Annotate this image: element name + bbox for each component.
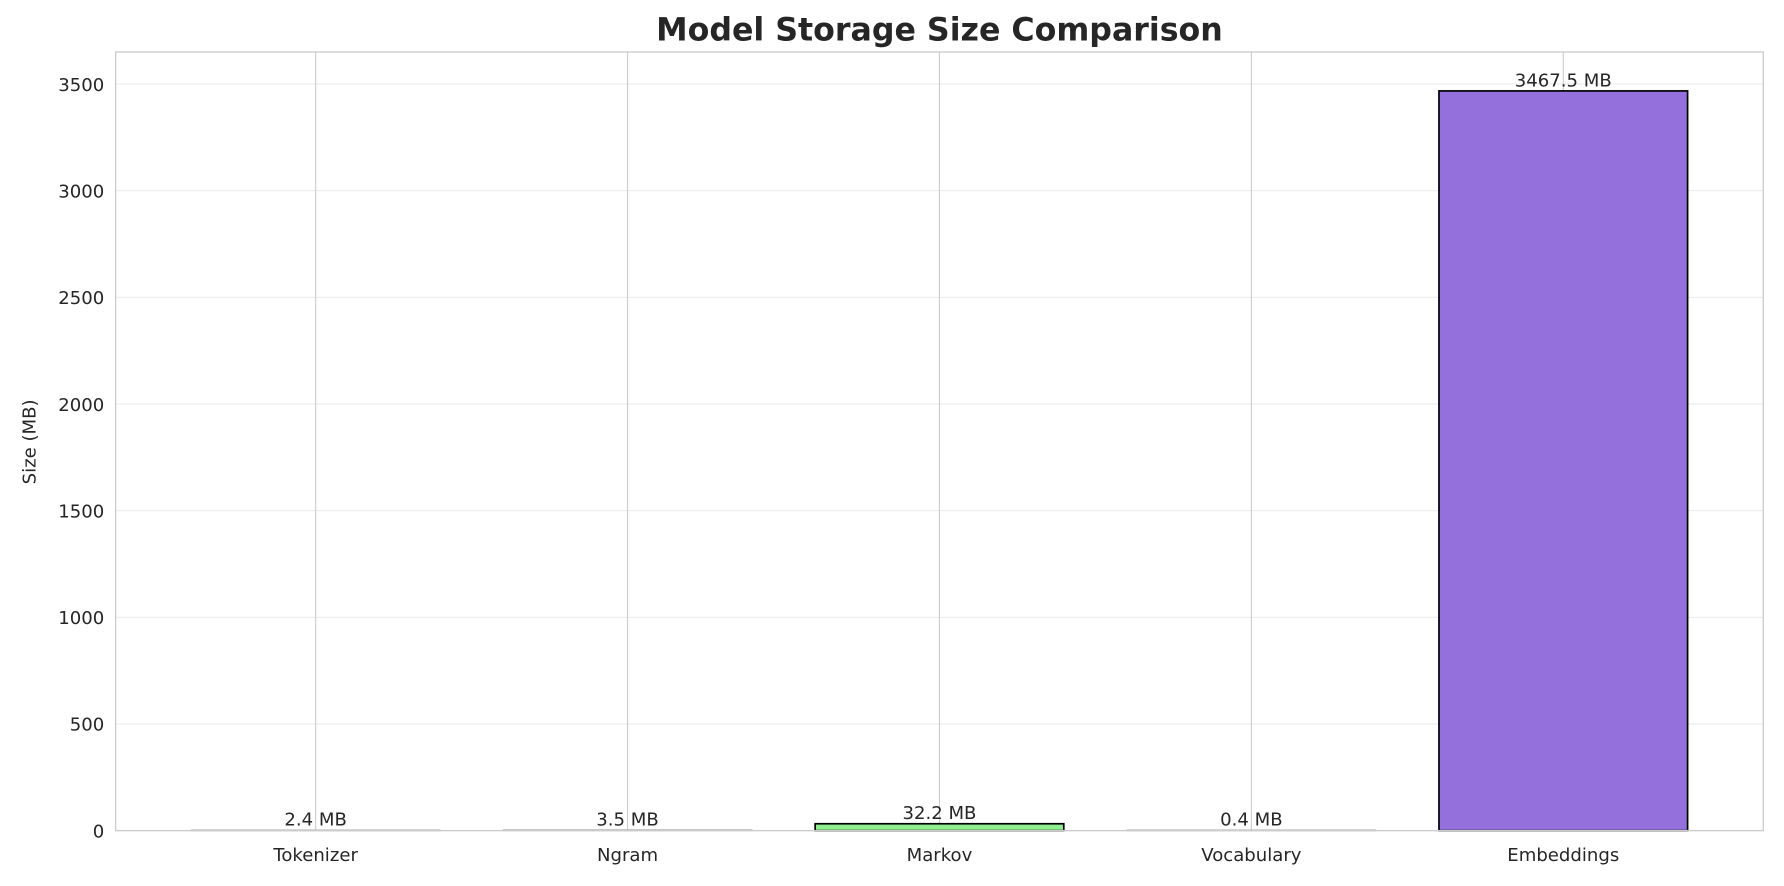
data-label: 3.5 MB: [596, 809, 659, 830]
y-tick-label: 0: [93, 821, 105, 842]
y-tick-label: 2000: [58, 395, 104, 416]
data-label: 0.4 MB: [1220, 810, 1283, 831]
data-label: 32.2 MB: [902, 803, 976, 824]
x-tick-label: Ngram: [597, 845, 658, 866]
bars: [190, 90, 1689, 832]
data-label: 3467.5 MB: [1515, 70, 1612, 91]
y-tick-label: 500: [70, 715, 105, 736]
y-tick-label: 1000: [58, 608, 104, 629]
y-tick-label: 2500: [58, 288, 104, 309]
axes-frame: [114, 51, 1764, 832]
x-tick-label: Embeddings: [1507, 845, 1619, 866]
y-tick-label: 3500: [58, 75, 104, 96]
y-axis-label: Size (MB): [19, 399, 40, 484]
y-tick-label: 1500: [58, 501, 104, 522]
x-tick-label: Tokenizer: [272, 845, 358, 866]
data-label: 2.4 MB: [284, 810, 346, 831]
y-tick-label: 3000: [58, 181, 104, 202]
ticks: 0 500 1000 1500 2000 2500 3000 3500 Tokenizer Ngr…: [58, 75, 1619, 866]
bar-embeddings: [1438, 90, 1689, 832]
chart-title: Model Storage Size Comparison: [656, 13, 1223, 49]
x-tick-label: Vocabulary: [1201, 845, 1302, 866]
x-tick-label: Markov: [907, 845, 973, 866]
data-labels: 2.4 MB 3.5 MB 32.2 MB 0.4 MB 3467.5 MB: [284, 70, 1611, 830]
bar-markov: [814, 822, 1065, 832]
